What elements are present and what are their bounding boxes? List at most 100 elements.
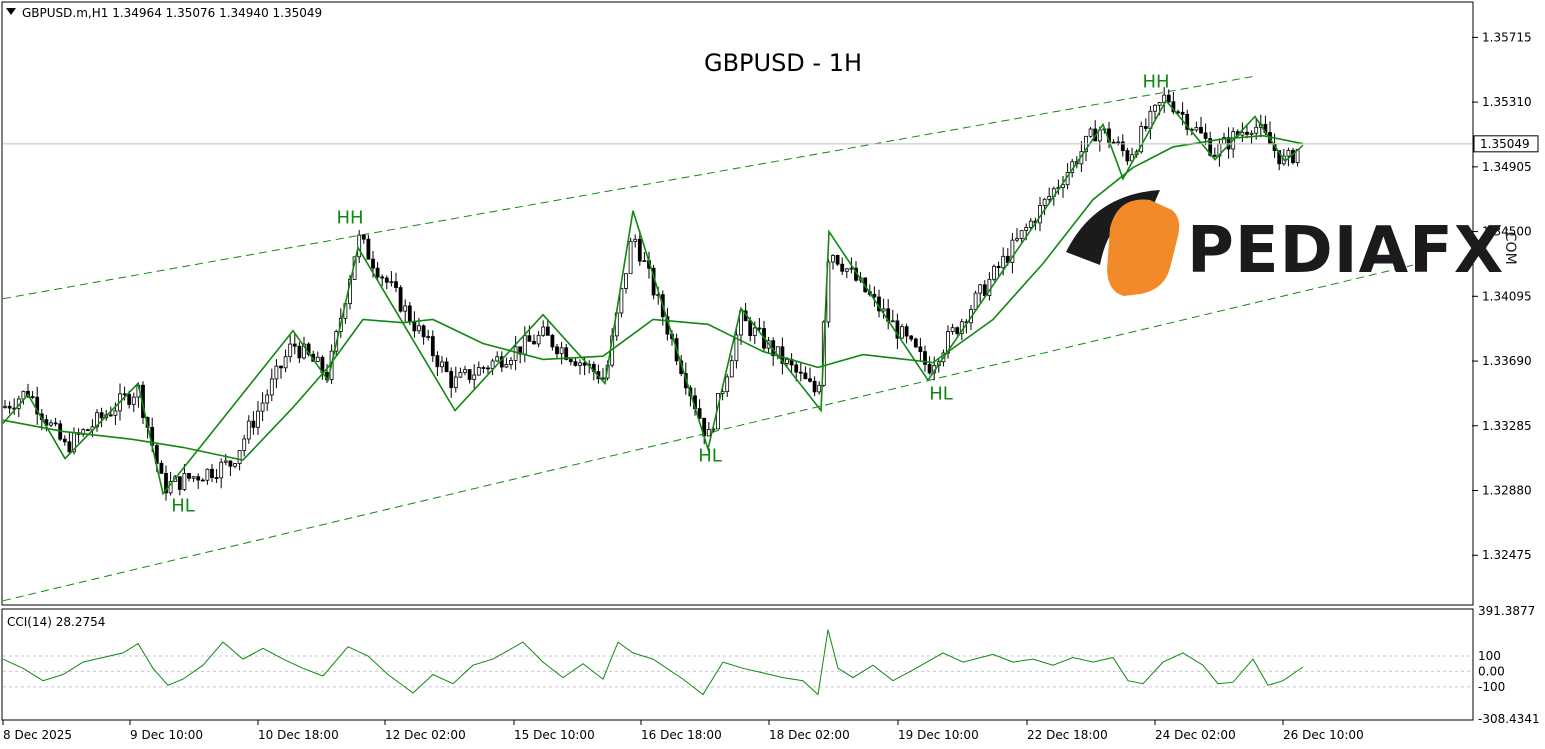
price-tick-label: 1.34095 xyxy=(1482,289,1532,303)
candle xyxy=(1153,104,1157,120)
candle xyxy=(288,335,293,363)
candle xyxy=(495,351,500,363)
candle xyxy=(923,345,927,372)
candle xyxy=(532,334,536,345)
price-tick-label: 1.34905 xyxy=(1482,160,1532,174)
candle xyxy=(573,357,578,367)
candle xyxy=(453,366,458,393)
candle xyxy=(177,476,182,496)
pediafx-logo: PEDIAFX .COM xyxy=(1066,190,1518,296)
candle xyxy=(1042,197,1047,216)
price-tick-label: 1.35715 xyxy=(1482,30,1532,44)
time-tick-label: 12 Dec 02:00 xyxy=(385,728,466,742)
moving-average xyxy=(2,134,1304,461)
candle xyxy=(545,319,550,336)
candle xyxy=(1166,89,1171,105)
candle xyxy=(490,358,495,375)
candle xyxy=(200,478,205,482)
candle xyxy=(555,344,559,360)
candle xyxy=(1028,217,1033,230)
cci-line xyxy=(2,629,1304,696)
candle xyxy=(283,349,288,373)
candle xyxy=(633,234,638,248)
price-tick-label: 1.33690 xyxy=(1482,354,1532,368)
candle xyxy=(95,409,99,432)
candle xyxy=(895,313,900,350)
cci-tick-label: -100 xyxy=(1478,680,1505,694)
candle xyxy=(1120,134,1125,157)
candle xyxy=(256,401,260,435)
candle xyxy=(210,463,214,483)
candle xyxy=(53,417,58,427)
candle xyxy=(85,428,90,432)
cci-label: CCI(14) 28.2754 xyxy=(7,615,105,629)
candle xyxy=(808,367,812,383)
candle xyxy=(978,283,983,303)
candle xyxy=(1019,230,1024,243)
candle xyxy=(697,399,702,420)
candle xyxy=(384,275,389,290)
candle xyxy=(798,362,803,382)
candle xyxy=(504,357,509,369)
candle xyxy=(840,257,845,275)
time-axis: 8 Dec 2025 9 Dec 10:00 10 Dec 18:00 12 Dec … xyxy=(2,720,1364,742)
candle xyxy=(99,407,104,428)
candle xyxy=(900,323,904,339)
time-tick-label: 26 Dec 10:00 xyxy=(1283,728,1364,742)
candle xyxy=(835,254,840,266)
candle xyxy=(757,317,762,332)
price-tick-label: 1.33285 xyxy=(1482,419,1532,433)
candle xyxy=(559,341,564,365)
candle xyxy=(35,386,40,425)
candle xyxy=(228,460,233,477)
candle xyxy=(1240,122,1245,142)
candle xyxy=(458,367,463,379)
candle xyxy=(421,324,426,345)
candle xyxy=(481,365,486,374)
candle xyxy=(292,334,297,355)
candle xyxy=(476,361,481,376)
candle xyxy=(246,415,251,444)
candle xyxy=(49,419,53,428)
candle xyxy=(306,342,311,357)
time-tick-label: 9 Dec 10:00 xyxy=(130,728,203,742)
candle xyxy=(380,274,385,287)
current-price-box xyxy=(1473,135,1539,153)
candle xyxy=(265,389,270,411)
logo-brand: PEDIAFX xyxy=(1187,214,1504,288)
candle xyxy=(527,325,532,342)
trend-channel xyxy=(2,76,1414,602)
candle xyxy=(909,334,914,342)
candle xyxy=(366,234,371,260)
triangle-down-icon[interactable] xyxy=(6,8,16,15)
candle xyxy=(628,237,633,275)
cci-series-line xyxy=(2,629,1304,696)
candle xyxy=(812,376,817,397)
price-axis: 1.35715 1.35310 1.34905 1.34500 1.34095 1.336… xyxy=(1472,30,1532,562)
current-price-label: 1.35049 xyxy=(1480,137,1530,151)
candle xyxy=(430,330,435,362)
time-tick-label: 18 Dec 02:00 xyxy=(769,728,850,742)
candle xyxy=(831,254,835,270)
candle xyxy=(435,351,440,376)
candle xyxy=(568,357,573,366)
candle xyxy=(159,460,164,474)
main-chart-frame xyxy=(1,1,1474,606)
zigzag xyxy=(2,99,1304,496)
time-tick-label: 19 Dec 10:00 xyxy=(898,728,979,742)
candle xyxy=(992,264,996,282)
time-tick-label: 16 Dec 18:00 xyxy=(641,728,722,742)
cci-tick-label: 100 xyxy=(1478,649,1501,663)
time-tick-label: 22 Dec 18:00 xyxy=(1027,728,1108,742)
candle xyxy=(30,391,35,400)
chart-title: GBPUSD - 1H xyxy=(704,49,862,77)
candle xyxy=(536,331,541,348)
logo-mark-icon xyxy=(1107,199,1180,296)
candle xyxy=(1125,147,1130,166)
candle xyxy=(403,299,408,322)
candle xyxy=(890,309,895,323)
candle xyxy=(637,230,642,266)
candle xyxy=(1143,118,1148,132)
candle xyxy=(706,422,711,437)
